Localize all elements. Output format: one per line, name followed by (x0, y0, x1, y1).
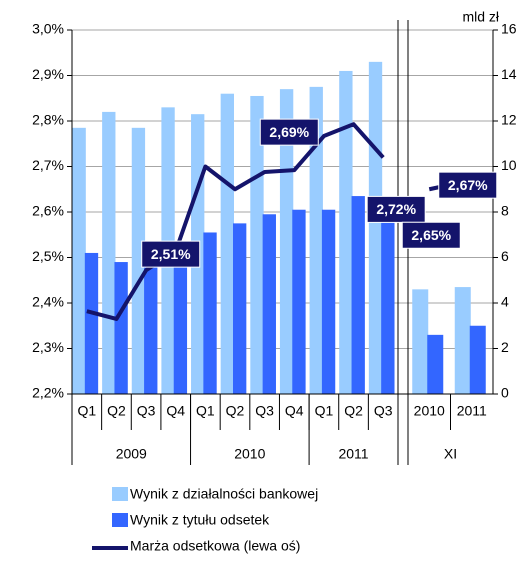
x-tick-label: Q4 (166, 403, 185, 419)
y2-tick-label: 4 (501, 294, 509, 310)
bar (131, 127, 146, 394)
x-tick-label: 2011 (457, 403, 487, 419)
value-label: 2,65% (411, 227, 451, 243)
bar (381, 198, 395, 394)
bar (351, 196, 365, 394)
group-label: 2011 (338, 446, 368, 462)
bar (144, 262, 158, 394)
y2-tick-label: 10 (501, 157, 517, 173)
y2-tick-label: 14 (501, 66, 517, 82)
bar (454, 287, 471, 394)
value-label: 2,51% (151, 246, 191, 262)
x-tick-label: Q2 (107, 403, 126, 419)
x-tick-label: Q1 (77, 403, 96, 419)
bar (368, 61, 383, 394)
value-label: 2,67% (448, 177, 488, 193)
y2-tick-label: 12 (501, 112, 517, 128)
y-tick-label: 2,4% (32, 294, 64, 310)
x-tick-label: Q3 (255, 403, 274, 419)
line (86, 122, 385, 321)
bar (220, 93, 234, 394)
y2-tick-label: 8 (501, 203, 509, 219)
x-tick-label: Q4 (285, 403, 304, 419)
y2-tick-label: 16 (501, 21, 517, 37)
y-tick-label: 2,6% (32, 203, 64, 219)
bar (250, 95, 264, 394)
value-label: 2,72% (376, 201, 416, 217)
legend-label: Wynik z działalności bankowej (130, 486, 318, 502)
y2-axis-title: mld zł (462, 9, 499, 25)
y-tick-label: 2,7% (32, 157, 64, 173)
bar (469, 325, 486, 394)
y-tick-label: 2,3% (32, 339, 64, 355)
y2-tick-label: 2 (501, 339, 509, 355)
bar (412, 289, 429, 394)
group-label: XI (444, 446, 457, 462)
legend-swatch (112, 513, 128, 527)
bar (84, 252, 99, 394)
x-tick-label: Q1 (315, 403, 334, 419)
bar (279, 89, 294, 395)
x-tick-label: 2010 (414, 403, 445, 419)
value-label-box (366, 195, 426, 223)
value-label-box (259, 118, 319, 146)
value-label-box (141, 240, 201, 268)
bar (321, 209, 336, 394)
y-tick-label: 2,8% (32, 112, 64, 128)
bar (262, 214, 276, 394)
bar (203, 232, 217, 394)
y-tick-label: 3,0% (32, 21, 64, 37)
y-tick-label: 2,2% (32, 385, 64, 401)
bar (233, 223, 247, 394)
legend-label: Marża odsetkowa (lewa oś) (130, 538, 300, 554)
legend-label: Wynik z tytułu odsetek (130, 512, 270, 528)
x-tick-label: Q2 (226, 403, 245, 419)
y-tick-label: 2,9% (32, 66, 64, 82)
group-label: 2010 (234, 446, 265, 462)
bar (72, 127, 86, 394)
bar (173, 250, 188, 394)
bar (309, 86, 323, 394)
legend-swatch (112, 487, 128, 501)
value-label-box (438, 171, 498, 199)
x-tick-label: Q1 (196, 403, 215, 419)
x-tick-label: Q3 (374, 403, 393, 419)
x-tick-label: Q3 (137, 403, 156, 419)
bar (339, 70, 353, 394)
x-tick-label: Q2 (344, 403, 363, 419)
bar (102, 111, 116, 395)
bar (427, 334, 444, 394)
bar (292, 209, 306, 394)
value-label-box (401, 221, 461, 249)
y2-tick-label: 0 (501, 385, 509, 401)
value-label: 2,69% (269, 124, 309, 140)
bar (114, 262, 128, 394)
y-tick-label: 2,5% (32, 248, 64, 264)
group-label: 2009 (116, 446, 147, 462)
y2-tick-label: 6 (501, 248, 509, 264)
